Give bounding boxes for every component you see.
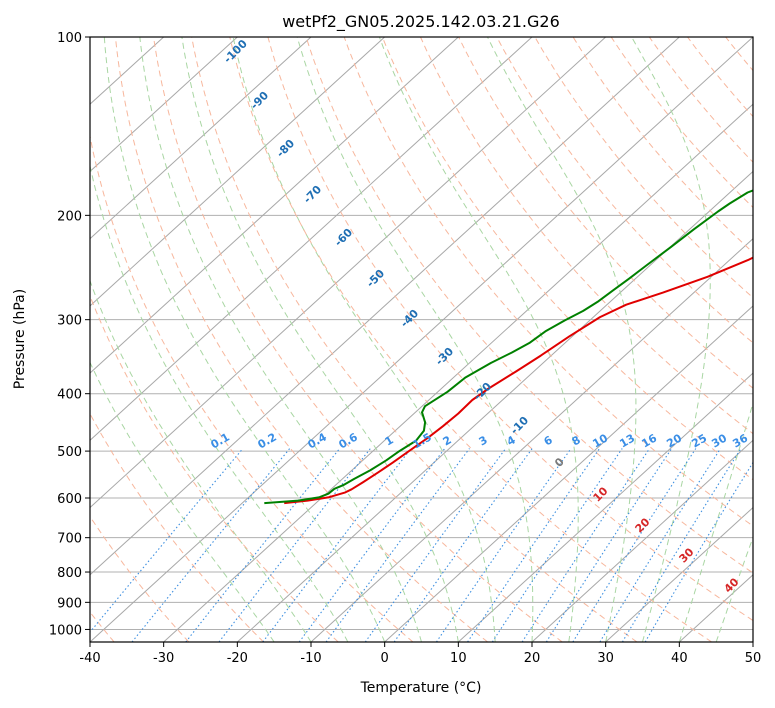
isotherm-line xyxy=(457,372,753,642)
mixing-ratio-line xyxy=(621,448,742,642)
isotherm-line xyxy=(163,103,753,642)
moist-adiabat-line xyxy=(232,37,496,642)
isotherm-line xyxy=(605,506,753,642)
chart-title: wetPf2_GN05.2025.142.03.21.G26 xyxy=(282,12,560,32)
y-axis-ticks: 100 200 300 400 500 600 700 800 900 1000 xyxy=(49,31,90,638)
mixing-ratio-line xyxy=(393,448,533,642)
y-tick-label: 900 xyxy=(57,596,82,611)
x-tick-label: 50 xyxy=(745,651,762,666)
mixing-ratio-line xyxy=(435,448,572,642)
y-tick-label: 1000 xyxy=(49,623,82,638)
dry-adiabat-line xyxy=(229,37,712,642)
x-tick-label: 40 xyxy=(671,651,688,666)
y-tick-label: 700 xyxy=(57,532,82,547)
isotherm-line xyxy=(384,305,753,642)
x-tick-label: -30 xyxy=(153,651,174,666)
isobar-grid xyxy=(90,37,753,630)
dry-adiabat-line xyxy=(420,37,753,435)
dry-adiabat-line xyxy=(534,37,753,299)
moist-adiabat-line xyxy=(715,535,753,642)
sounding-traces xyxy=(264,189,753,505)
mixing-ratio-line xyxy=(364,448,507,642)
y-tick-label: 400 xyxy=(57,388,82,403)
mixing-ratio-line xyxy=(185,448,341,642)
isotherm-line xyxy=(90,37,533,442)
moist-adiabat-line xyxy=(139,37,422,642)
mixing-ratio-line xyxy=(325,448,470,642)
dry-adiabat-line xyxy=(458,37,753,389)
isotherm-grid xyxy=(90,37,753,642)
moist-adiabat-line xyxy=(487,37,637,642)
moist-adiabat-line xyxy=(181,37,459,642)
dry-adiabat-line xyxy=(90,412,264,642)
isotherm-line xyxy=(310,237,753,642)
moist-adiabat-line xyxy=(296,37,534,642)
mixing-ratio-line xyxy=(131,448,291,642)
mixing-ratio-line xyxy=(467,448,600,642)
x-tick-label: 10 xyxy=(450,651,467,666)
x-tick-label: 30 xyxy=(597,651,614,666)
moist-adiabat-line xyxy=(378,37,579,642)
y-tick-label: 600 xyxy=(57,492,82,507)
dry-adiabat-line xyxy=(343,37,753,527)
mixing-ratio-line xyxy=(599,448,721,642)
y-tick-label: 800 xyxy=(57,566,82,581)
x-axis-label: Temperature (°C) xyxy=(360,680,482,696)
moist-adiabat-line xyxy=(631,37,711,642)
moist-adiabat-line xyxy=(103,37,386,642)
sounding-line xyxy=(284,256,753,505)
y-tick-label: 500 xyxy=(57,445,82,460)
dry-adiabat-line xyxy=(90,133,414,642)
x-tick-label: -10 xyxy=(300,651,321,666)
y-tick-label: 100 xyxy=(57,31,82,46)
x-tick-label: 0 xyxy=(381,651,389,666)
isotherm-line xyxy=(90,37,607,509)
y-tick-label: 300 xyxy=(57,314,82,329)
mixing-ratio-line xyxy=(545,448,673,642)
isotherm-line xyxy=(236,170,753,642)
isotherm-line xyxy=(90,37,386,307)
dry-adiabat-line xyxy=(267,37,753,622)
x-tick-label: 20 xyxy=(524,651,541,666)
plot-area: -100-90-80-70-60-50-40-30-20-10010203040… xyxy=(90,37,753,642)
mixing-ratio-line xyxy=(521,448,650,642)
dry-adiabat-line xyxy=(114,37,488,642)
x-tick-label: -20 xyxy=(227,651,248,666)
y-axis-label: Pressure (hPa) xyxy=(12,289,28,389)
dry-adiabat-line xyxy=(496,37,753,344)
mixing-ratio-line xyxy=(491,448,623,642)
moist-adiabat-line xyxy=(678,401,753,642)
plot-frame xyxy=(89,36,754,643)
mixing-ratio-lines xyxy=(90,448,753,642)
isotherm-line xyxy=(90,37,312,240)
mixing-ratio-line xyxy=(572,448,697,642)
moist-adiabat-line xyxy=(90,361,275,642)
dry-adiabat-line xyxy=(153,37,563,642)
x-axis-ticks: -40 -30 -20 -10 0 10 20 30 40 50 xyxy=(79,642,761,666)
isotherm-line xyxy=(90,37,680,576)
dry-adiabat-line xyxy=(305,37,753,574)
dry-adiabat-line xyxy=(90,515,190,642)
isotherm-line xyxy=(90,37,238,173)
dry-adiabat-line xyxy=(191,37,638,642)
moist-adiabat-line xyxy=(90,163,349,642)
isotherm-line xyxy=(90,37,459,374)
sounding-line xyxy=(264,189,753,505)
moist-adiabat-lines xyxy=(90,37,753,642)
isotherm-line xyxy=(531,439,753,642)
dry-adiabat-line xyxy=(381,37,753,481)
y-tick-label: 200 xyxy=(57,209,82,224)
x-tick-label: -40 xyxy=(79,651,100,666)
